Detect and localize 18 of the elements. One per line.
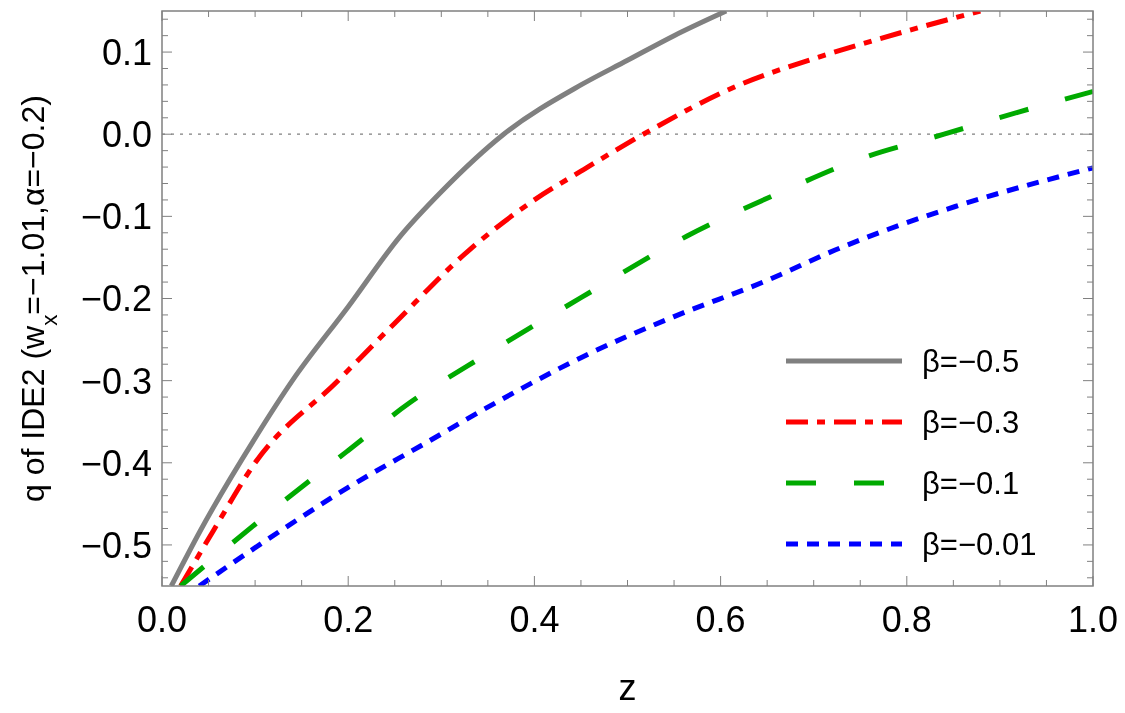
x-tick-label: 0.2 xyxy=(323,599,374,640)
y-tick-label: −0.1 xyxy=(80,196,152,238)
x-tick-label: 0.6 xyxy=(695,599,746,640)
legend-label: β=−0.5 xyxy=(922,344,1020,380)
y-tick-label: 0.0 xyxy=(101,114,152,156)
x-tick-label: 1.0 xyxy=(1067,599,1119,640)
y-tick-label: −0.5 xyxy=(80,524,152,566)
legend-label: β=−0.3 xyxy=(922,405,1020,441)
legend-label: β=−0.1 xyxy=(922,466,1020,502)
y-tick-label: −0.2 xyxy=(80,278,152,320)
x-tick-label: 0.0 xyxy=(136,599,188,640)
y-tick-label: 0.1 xyxy=(101,32,152,74)
x-axis-title: z xyxy=(618,667,637,708)
y-tick-label: −0.4 xyxy=(80,442,152,484)
x-tick-label: 0.4 xyxy=(509,599,560,640)
legend-label: β=−0.01 xyxy=(922,527,1037,563)
y-tick-label: −0.3 xyxy=(80,360,152,402)
x-tick-label: 0.8 xyxy=(881,599,932,640)
